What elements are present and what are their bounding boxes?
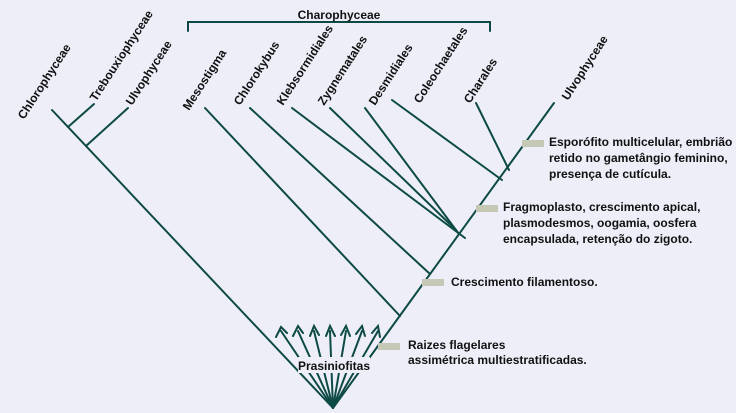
branch-charales [475, 102, 510, 171]
taxon-label-coleochaetales: Coleochaetales [411, 24, 471, 106]
root-label-bg [298, 357, 370, 373]
marker-flagelares [378, 343, 400, 350]
branch-klebsormidiales [291, 107, 466, 239]
annotation-flagelares: Raizes flagelares assimétrica multiestra… [408, 338, 587, 367]
branch-ulvophyceae-left [85, 107, 129, 147]
taxon-label-chlorophyceae: Chlorophyceae [15, 41, 74, 122]
bracket-line [187, 21, 491, 32]
branch-desmidiales [364, 107, 460, 235]
trait-markers [378, 140, 544, 350]
branch-zygnematales [329, 107, 457, 231]
taxon-labels: Chlorophyceae Trebouxiophyceae Ulvophyce… [15, 7, 611, 121]
marker-embryophyte [522, 140, 544, 147]
marker-filamentoso [422, 279, 444, 286]
trait-annotations: Esporófito multicelular, embrião retido … [408, 135, 736, 367]
branch-chlorophyceae [51, 109, 334, 409]
root-label: Prasiniofitas [298, 359, 370, 373]
marker-fragmoplasto [476, 205, 498, 212]
group-label: Charophyceae [298, 8, 381, 22]
branch-coleochaetales [391, 99, 503, 181]
branch-trebouxiophyceae [67, 103, 95, 128]
taxon-label-mesostigma: Mesostigma [180, 47, 230, 113]
branch-mesostigma [204, 107, 401, 317]
annotation-embryophyte: Esporófito multicelular, embrião retido … [549, 135, 736, 181]
taxon-label-ulvophyceae-right: Ulvophyceae [559, 33, 611, 103]
taxon-label-charales: Charales [461, 55, 501, 105]
charophyceae-bracket: Charophyceae [187, 8, 491, 32]
branch-chlorokybus [249, 107, 431, 275]
taxon-label-desmidiales: Desmidiales [366, 41, 416, 108]
annotation-fragmoplasto: Fragmoplasto, crescimento apical, plasmo… [503, 200, 704, 246]
annotation-filamentoso: Crescimento filamentoso. [451, 275, 598, 289]
